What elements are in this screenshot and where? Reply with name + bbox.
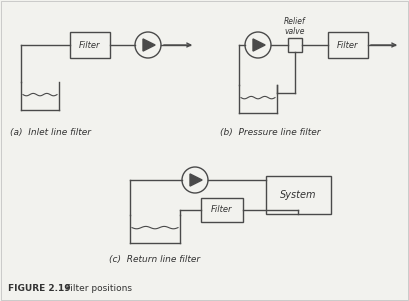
Text: Filter positions: Filter positions [60, 284, 132, 293]
Bar [201, 198, 243, 222]
Polygon shape [190, 174, 202, 186]
Polygon shape [253, 39, 265, 51]
Text: Filter: Filter [211, 206, 233, 215]
Text: (b)  Pressure line filter: (b) Pressure line filter [220, 128, 321, 137]
Text: System: System [280, 190, 316, 200]
Text: Relief
valve: Relief valve [284, 17, 306, 36]
Text: Filter: Filter [337, 41, 359, 49]
Bar [265, 176, 330, 214]
Polygon shape [143, 39, 155, 51]
Text: (c)  Return line filter: (c) Return line filter [110, 255, 200, 264]
Bar [328, 32, 368, 58]
Bar [288, 38, 302, 52]
Bar [70, 32, 110, 58]
Text: Filter: Filter [79, 41, 101, 49]
Text: FIGURE 2.19: FIGURE 2.19 [8, 284, 71, 293]
Text: (a)  Inlet line filter: (a) Inlet line filter [10, 128, 91, 137]
